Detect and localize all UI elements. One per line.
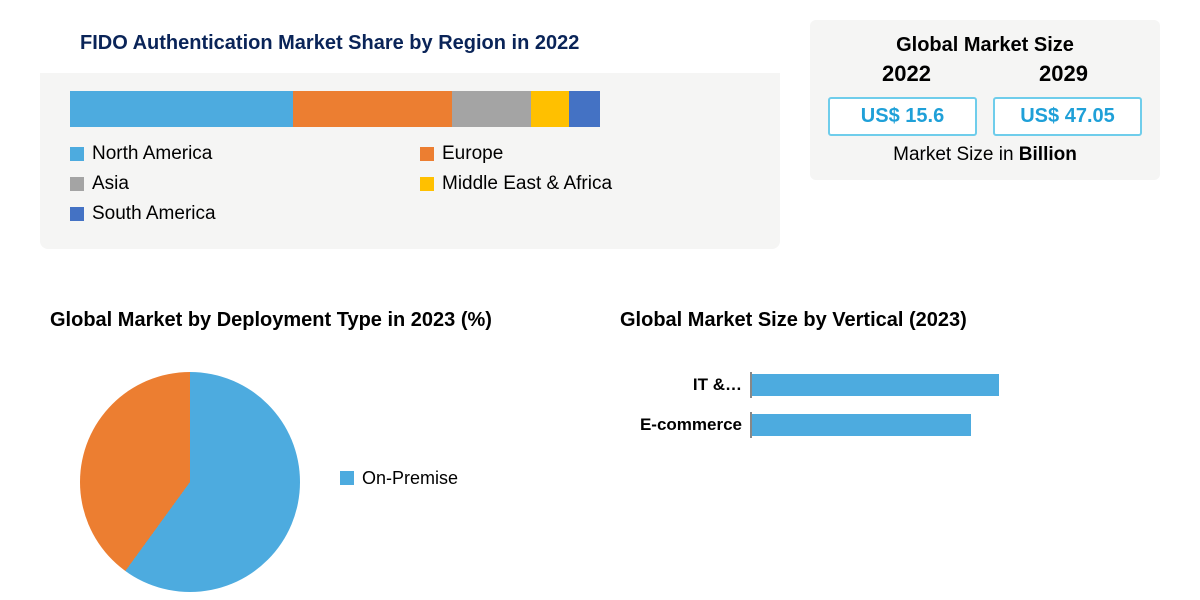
legend-item: Middle East & Africa <box>420 173 750 195</box>
legend-label: North America <box>92 143 212 165</box>
top-row: FIDO Authentication Market Share by Regi… <box>0 0 1200 259</box>
hbar-fill <box>752 374 999 396</box>
market-size-values: US$ 15.6 US$ 47.05 <box>828 97 1142 136</box>
unit-prefix: Market Size in <box>893 144 1019 165</box>
legend-item: Europe <box>420 143 750 165</box>
value-b-box: US$ 47.05 <box>993 97 1142 136</box>
legend-swatch <box>70 147 84 161</box>
region-stacked-bar <box>70 91 600 127</box>
region-segment <box>531 91 568 127</box>
market-size-unit: Market Size in Billion <box>828 144 1142 166</box>
legend-item: North America <box>70 143 400 165</box>
hbar-track <box>750 372 1150 398</box>
legend-label: Europe <box>442 143 503 165</box>
value-a-box: US$ 15.6 <box>828 97 977 136</box>
deployment-panel: Global Market by Deployment Type in 2023… <box>50 309 580 592</box>
vertical-title: Global Market Size by Vertical (2023) <box>620 309 1150 332</box>
region-chart-title: FIDO Authentication Market Share by Regi… <box>40 20 780 73</box>
legend-swatch <box>420 147 434 161</box>
legend-label: On-Premise <box>362 468 458 489</box>
market-size-years: 2022 2029 <box>828 61 1142 87</box>
legend-item: Asia <box>70 173 400 195</box>
year-b: 2029 <box>1039 61 1088 87</box>
region-legend: North America Europe Asia Middle East & Afr… <box>70 143 750 225</box>
deployment-pie <box>80 372 300 592</box>
deployment-legend: On-Premise <box>340 468 458 497</box>
legend-label: South America <box>92 203 216 225</box>
unit-bold: Billion <box>1019 144 1077 165</box>
deployment-pie-wrap: On-Premise <box>50 372 580 592</box>
vertical-panel: Global Market Size by Vertical (2023) IT… <box>620 309 1150 592</box>
region-segment <box>452 91 532 127</box>
legend-label: Asia <box>92 173 129 195</box>
hbar-label: E-commerce <box>620 415 750 435</box>
vertical-bars: IT &… E-commerce <box>620 372 1150 438</box>
region-segment <box>293 91 452 127</box>
market-size-panel: Global Market Size 2022 2029 US$ 15.6 US… <box>810 20 1160 180</box>
year-a: 2022 <box>882 61 931 87</box>
legend-swatch <box>70 207 84 221</box>
deployment-title: Global Market by Deployment Type in 2023… <box>50 309 580 332</box>
legend-item: South America <box>70 203 400 225</box>
hbar-label: IT &… <box>620 375 750 395</box>
legend-swatch <box>420 177 434 191</box>
hbar-row: E-commerce <box>620 412 1150 438</box>
hbar-fill <box>752 414 971 436</box>
region-segment <box>569 91 601 127</box>
legend-swatch <box>340 471 354 485</box>
market-size-title: Global Market Size <box>828 34 1142 57</box>
legend-swatch <box>70 177 84 191</box>
region-share-panel: FIDO Authentication Market Share by Regi… <box>40 20 780 249</box>
legend-label: Middle East & Africa <box>442 173 612 195</box>
bottom-row: Global Market by Deployment Type in 2023… <box>0 259 1200 592</box>
hbar-track <box>750 412 1150 438</box>
legend-item: On-Premise <box>340 468 458 489</box>
region-segment <box>70 91 293 127</box>
hbar-row: IT &… <box>620 372 1150 398</box>
